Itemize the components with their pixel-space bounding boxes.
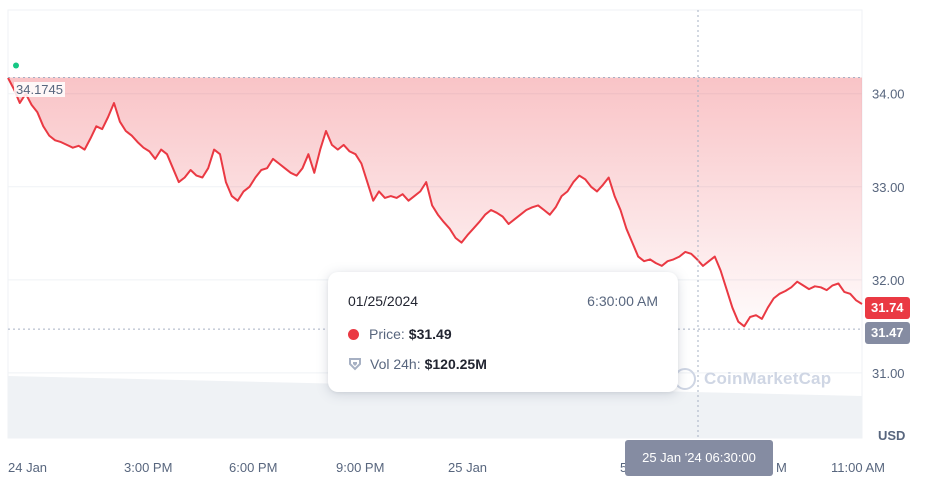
tooltip-price-value: $31.49 (408, 326, 452, 342)
x-tick-label: M (776, 460, 787, 475)
tooltip-time: 6:30:00 AM (587, 293, 658, 309)
tooltip-volume-value: $120.25M (424, 356, 487, 372)
tooltip-volume-row: Vol 24h: $120.25M (348, 356, 487, 372)
watermark-text: CoinMarketCap (704, 369, 832, 388)
y-tick-label: 32.00 (872, 273, 905, 288)
x-tick-label: 9:00 PM (336, 460, 384, 475)
hover-time-label: 25 Jan '24 06:30:00 (625, 440, 773, 476)
x-tick-label: 3:00 PM (124, 460, 172, 475)
current-price-badge: 31.74 (865, 297, 910, 319)
x-tick-label: 24 Jan (8, 460, 47, 475)
volume-shield-icon (349, 358, 361, 371)
y-tick-label: 33.00 (872, 180, 905, 195)
hover-price-badge: 31.47 (865, 322, 910, 344)
x-tick-label: 25 Jan (448, 460, 487, 475)
y-axis-ticks: 34.00 33.00 32.00 31.00 USD (872, 87, 905, 443)
x-tick-label: 5 (620, 460, 627, 475)
price-dot-icon (348, 328, 359, 340)
price-area-fill (8, 77, 862, 327)
start-marker-icon (13, 62, 19, 69)
tooltip-price-label: Price: (369, 326, 405, 342)
price-area (8, 77, 862, 327)
price-tooltip: 01/25/2024 6:30:00 AM Price: $31.49 Vol … (328, 272, 678, 392)
start-price-label: 34.1745 (14, 82, 65, 97)
chart-markers (8, 10, 862, 438)
currency-label: USD (878, 428, 905, 443)
x-axis-ticks: 24 Jan 3:00 PM 6:00 PM 9:00 PM 25 Jan 5 M 11:00… (8, 460, 885, 475)
x-tick-label: 6:00 PM (229, 460, 277, 475)
coinmarketcap-watermark: CoinMarketCap (674, 368, 831, 390)
y-tick-label: 34.00 (872, 87, 905, 102)
price-line (7, 77, 863, 328)
y-tick-label: 31.00 (872, 366, 905, 381)
tooltip-volume-label: Vol 24h: (370, 356, 421, 372)
tooltip-date: 01/25/2024 (348, 293, 419, 309)
tooltip-price-row: Price: $31.49 (348, 326, 452, 342)
x-tick-label: 11:00 AM (831, 460, 885, 475)
price-series-line (7, 77, 863, 328)
